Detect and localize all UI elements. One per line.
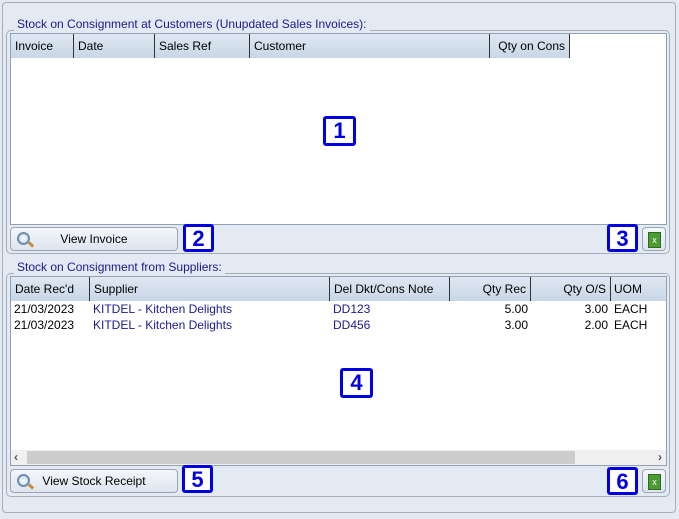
- table-cell[interactable]: 21/03/2023: [14, 318, 75, 332]
- table-cell[interactable]: 5.00: [504, 302, 528, 316]
- excel-icon: x: [648, 474, 661, 490]
- table-cell[interactable]: 3.00: [584, 302, 608, 316]
- suppliers-table[interactable]: Date Rec'd Supplier Del Dkt/Cons Note Qt…: [10, 276, 667, 466]
- col-qty-rec[interactable]: Qty Rec: [450, 277, 531, 301]
- magnifier-icon: [17, 474, 30, 487]
- table-cell[interactable]: 21/03/2023: [14, 302, 75, 316]
- scroll-left-icon[interactable]: ‹: [14, 450, 18, 464]
- col-qty-os[interactable]: Qty O/S: [531, 277, 611, 301]
- table-cell[interactable]: EACH: [614, 318, 648, 332]
- badge-3: 3: [607, 224, 638, 252]
- view-stock-receipt-label: View Stock Receipt: [42, 474, 146, 488]
- badge-5: 5: [182, 465, 213, 493]
- table-cell[interactable]: 2.00: [584, 318, 608, 332]
- col-del-dkt[interactable]: Del Dkt/Cons Note: [330, 277, 450, 301]
- table-cell[interactable]: 3.00: [504, 318, 528, 332]
- badge-4: 4: [340, 368, 373, 398]
- view-stock-receipt-button[interactable]: View Stock Receipt: [10, 469, 178, 493]
- col-date[interactable]: Date: [74, 34, 155, 58]
- table-cell[interactable]: EACH: [614, 302, 648, 316]
- suppliers-group: [6, 273, 670, 497]
- export-suppliers-excel-button[interactable]: x: [642, 469, 666, 493]
- badge-1: 1: [323, 116, 356, 146]
- col-supplier[interactable]: Supplier: [90, 277, 330, 301]
- customers-section-title: Stock on Consignment at Customers (Unupd…: [14, 17, 370, 31]
- col-customer[interactable]: Customer: [250, 34, 490, 58]
- scrollbar-thumb[interactable]: [27, 451, 575, 464]
- col-invoice[interactable]: Invoice: [11, 34, 74, 58]
- table-cell[interactable]: DD456: [333, 318, 371, 332]
- col-date-recd[interactable]: Date Rec'd: [11, 277, 90, 301]
- badge-6: 6: [607, 467, 638, 495]
- magnifier-icon: [17, 232, 30, 245]
- horizontal-scrollbar[interactable]: ‹ ›: [11, 450, 666, 465]
- table-cell[interactable]: KITDEL - Kitchen Delights: [93, 318, 232, 332]
- scroll-right-icon[interactable]: ›: [658, 450, 662, 464]
- badge-2: 2: [183, 224, 214, 252]
- main-panel: [2, 2, 676, 513]
- col-qty-on-cons[interactable]: Qty on Cons: [490, 34, 570, 58]
- table-cell[interactable]: KITDEL - Kitchen Delights: [93, 302, 232, 316]
- export-customers-excel-button[interactable]: x: [642, 227, 666, 251]
- view-invoice-label: View Invoice: [60, 232, 128, 246]
- suppliers-section-title: Stock on Consignment from Suppliers:: [14, 260, 225, 274]
- col-sales-ref[interactable]: Sales Ref: [155, 34, 250, 58]
- excel-icon: x: [648, 232, 661, 248]
- view-invoice-button[interactable]: View Invoice: [10, 227, 178, 251]
- table-cell[interactable]: DD123: [333, 302, 371, 316]
- col-uom[interactable]: UOM: [611, 277, 666, 301]
